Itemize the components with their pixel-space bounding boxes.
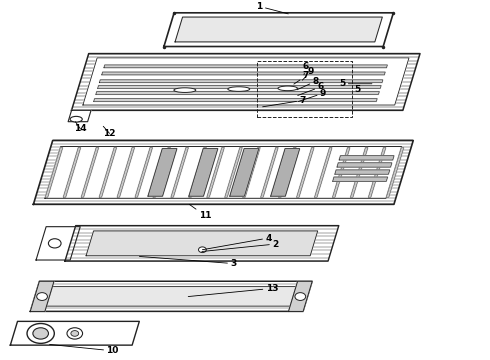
- Polygon shape: [47, 287, 296, 306]
- Polygon shape: [350, 148, 368, 197]
- Polygon shape: [289, 281, 312, 311]
- Polygon shape: [94, 99, 377, 102]
- Circle shape: [37, 293, 48, 301]
- Polygon shape: [98, 86, 381, 88]
- Text: 5: 5: [339, 79, 372, 88]
- Text: 12: 12: [103, 126, 116, 138]
- Polygon shape: [230, 149, 259, 196]
- Polygon shape: [207, 148, 224, 197]
- Ellipse shape: [228, 87, 250, 91]
- Polygon shape: [270, 149, 300, 196]
- Polygon shape: [83, 58, 409, 105]
- Circle shape: [67, 328, 83, 339]
- Ellipse shape: [70, 116, 82, 122]
- Text: 6: 6: [298, 82, 323, 95]
- Polygon shape: [99, 80, 383, 83]
- Ellipse shape: [278, 86, 297, 91]
- Circle shape: [198, 247, 206, 253]
- Polygon shape: [102, 72, 385, 75]
- Polygon shape: [65, 226, 339, 261]
- Text: 10: 10: [49, 345, 119, 355]
- Polygon shape: [10, 321, 139, 345]
- Polygon shape: [72, 54, 420, 111]
- Polygon shape: [30, 281, 54, 311]
- Polygon shape: [68, 111, 91, 122]
- Polygon shape: [81, 148, 98, 197]
- Polygon shape: [189, 149, 218, 196]
- Polygon shape: [189, 148, 206, 197]
- Ellipse shape: [174, 88, 196, 93]
- Polygon shape: [135, 148, 152, 197]
- Polygon shape: [335, 170, 390, 174]
- Polygon shape: [296, 148, 314, 197]
- Polygon shape: [36, 227, 80, 260]
- Text: 2: 2: [202, 239, 278, 252]
- Polygon shape: [164, 13, 393, 46]
- Text: 14: 14: [74, 122, 87, 133]
- Polygon shape: [333, 177, 388, 181]
- Polygon shape: [315, 148, 332, 197]
- Polygon shape: [175, 17, 382, 42]
- Text: 7: 7: [294, 71, 309, 84]
- Text: 7: 7: [263, 96, 306, 107]
- Polygon shape: [104, 65, 388, 68]
- Circle shape: [27, 324, 54, 343]
- Circle shape: [33, 328, 49, 339]
- Text: 5: 5: [355, 85, 361, 94]
- Polygon shape: [386, 148, 404, 197]
- Polygon shape: [153, 148, 171, 197]
- Polygon shape: [225, 148, 242, 197]
- Polygon shape: [243, 148, 260, 197]
- Polygon shape: [339, 156, 394, 160]
- Polygon shape: [171, 148, 188, 197]
- Polygon shape: [45, 147, 402, 198]
- Polygon shape: [33, 140, 413, 204]
- Circle shape: [295, 293, 306, 301]
- Polygon shape: [333, 148, 350, 197]
- Text: 8: 8: [297, 77, 319, 90]
- Text: 11: 11: [189, 204, 211, 220]
- Polygon shape: [99, 148, 117, 197]
- Polygon shape: [368, 148, 386, 197]
- Polygon shape: [45, 148, 63, 197]
- Polygon shape: [148, 149, 177, 196]
- Polygon shape: [279, 148, 296, 197]
- Text: 9: 9: [302, 67, 314, 80]
- Polygon shape: [30, 281, 312, 311]
- Text: 13: 13: [188, 284, 278, 297]
- Polygon shape: [86, 231, 318, 256]
- Circle shape: [71, 330, 79, 336]
- Polygon shape: [117, 148, 135, 197]
- Polygon shape: [261, 148, 278, 197]
- Text: 6: 6: [303, 62, 309, 75]
- Text: 1: 1: [256, 2, 288, 14]
- Polygon shape: [96, 91, 379, 94]
- Polygon shape: [337, 163, 392, 167]
- Circle shape: [49, 239, 61, 248]
- Polygon shape: [63, 148, 81, 197]
- Text: 9: 9: [298, 89, 326, 102]
- Text: 4: 4: [202, 234, 271, 250]
- Text: 3: 3: [140, 256, 237, 268]
